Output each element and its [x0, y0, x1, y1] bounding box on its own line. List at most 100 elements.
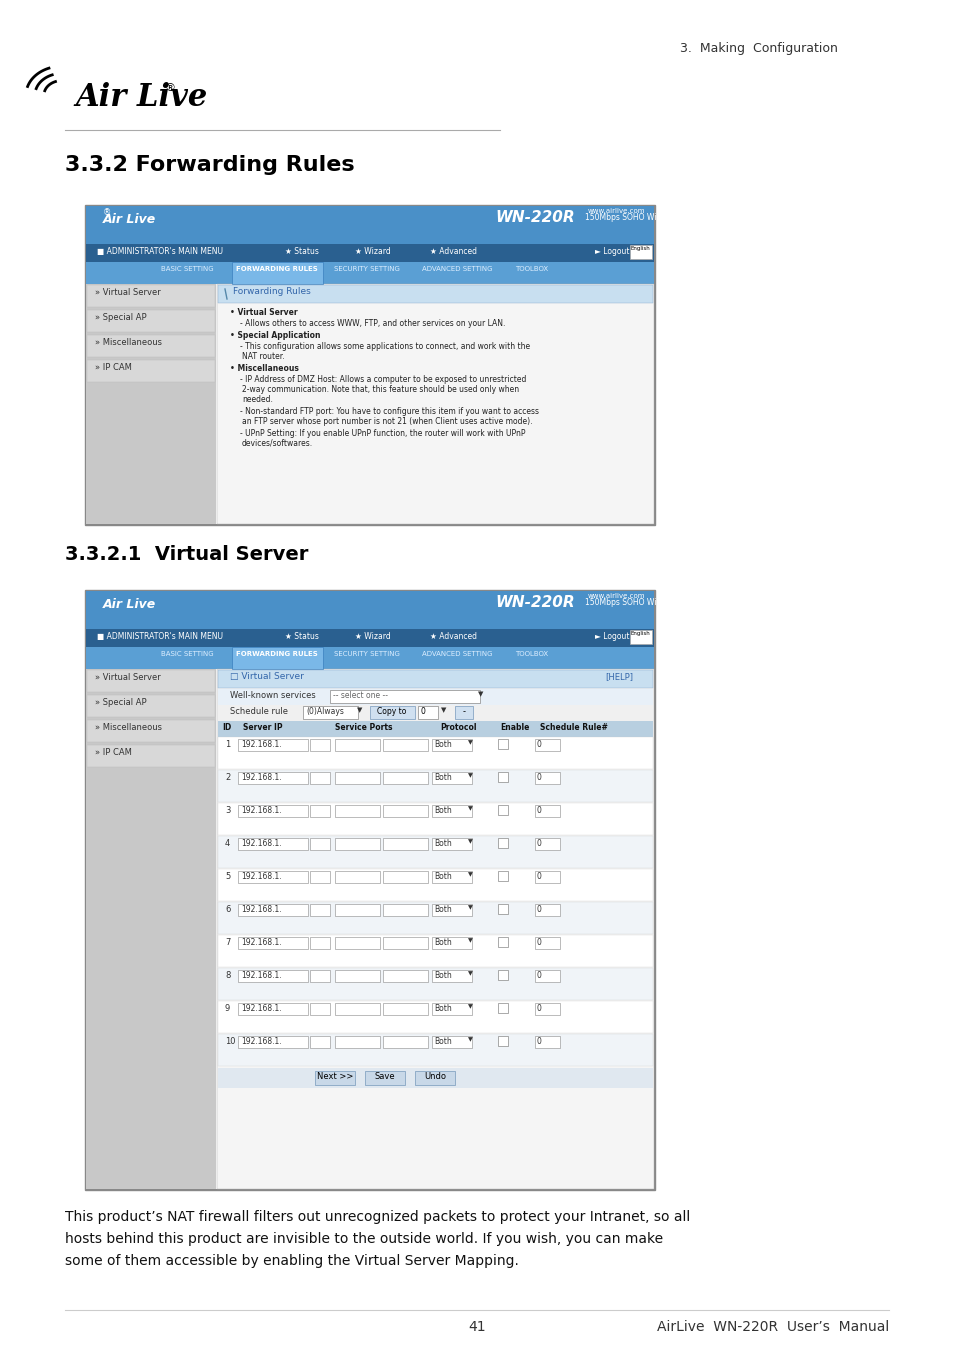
Text: - Allows others to access WWW, FTP, and other services on your LAN.: - Allows others to access WWW, FTP, and …	[240, 319, 505, 328]
Text: www.airlive.com: www.airlive.com	[587, 593, 644, 599]
Text: 192.168.1.: 192.168.1.	[241, 1004, 281, 1012]
Bar	[218, 803, 652, 836]
Bar	[497, 1003, 507, 1012]
Text: Schedule Rule#: Schedule Rule#	[539, 724, 607, 732]
Text: SECURITY SETTING: SECURITY SETTING	[334, 651, 399, 657]
Bar	[497, 871, 507, 882]
Text: BASIC SETTING: BASIC SETTING	[160, 651, 213, 657]
Text: Both: Both	[434, 774, 452, 782]
Text: 8: 8	[225, 971, 230, 980]
Text: ADVANCED SETTING: ADVANCED SETTING	[421, 266, 492, 271]
Bar	[310, 738, 330, 751]
Bar	[87, 745, 214, 767]
Bar	[432, 1035, 472, 1048]
Text: TOOLBOX: TOOLBOX	[515, 266, 548, 271]
Text: 192.168.1.: 192.168.1.	[241, 1037, 281, 1046]
Bar	[218, 836, 652, 868]
Bar	[237, 971, 308, 981]
Bar	[497, 805, 507, 815]
Bar	[335, 772, 379, 784]
Text: » Miscellaneous: » Miscellaneous	[95, 724, 162, 732]
Text: ► Logout: ► Logout	[595, 632, 629, 641]
Bar	[237, 1003, 308, 1015]
Bar	[535, 871, 559, 883]
Text: devices/softwares.: devices/softwares.	[242, 439, 313, 448]
Bar	[303, 706, 357, 720]
Bar	[432, 871, 472, 883]
Text: AirLive  WN-220R  User’s  Manual: AirLive WN-220R User’s Manual	[656, 1320, 888, 1334]
Text: - IP Address of DMZ Host: Allows a computer to be exposed to unrestricted: - IP Address of DMZ Host: Allows a compu…	[240, 375, 526, 383]
Text: 192.168.1.: 192.168.1.	[241, 938, 281, 946]
Text: ▼: ▼	[468, 938, 473, 944]
Text: Protocol: Protocol	[439, 724, 476, 732]
Bar	[218, 1034, 652, 1066]
Text: 0: 0	[537, 872, 541, 882]
Bar	[335, 1003, 379, 1015]
Bar	[629, 630, 651, 644]
Text: Both: Both	[434, 1037, 452, 1046]
Text: an FTP server whose port number is not 21 (when Client uses active mode).: an FTP server whose port number is not 2…	[242, 417, 532, 427]
Bar	[382, 772, 428, 784]
Text: ®: ®	[103, 208, 112, 217]
Bar	[382, 904, 428, 917]
Bar	[86, 207, 654, 244]
Bar	[535, 971, 559, 981]
Bar	[432, 805, 472, 817]
Text: This product’s NAT firewall filters out unrecognized packets to protect your Int: This product’s NAT firewall filters out …	[65, 1210, 690, 1224]
Text: Undo: Undo	[423, 1072, 446, 1081]
Text: 150Mbps SOHO Wireless Router: 150Mbps SOHO Wireless Router	[584, 598, 706, 608]
Bar	[218, 737, 652, 769]
Text: 2-way communication. Note that, this feature should be used only when: 2-way communication. Note that, this fea…	[242, 385, 518, 394]
Text: ADVANCED SETTING: ADVANCED SETTING	[421, 651, 492, 657]
Text: » Virtual Server: » Virtual Server	[95, 674, 161, 682]
Bar	[417, 706, 437, 720]
Bar	[335, 971, 379, 981]
Text: 3.  Making  Configuration: 3. Making Configuration	[679, 42, 837, 55]
Bar	[535, 904, 559, 917]
Bar	[535, 937, 559, 949]
Text: 192.168.1.: 192.168.1.	[241, 872, 281, 882]
Text: ID: ID	[222, 724, 231, 732]
Text: ▼: ▼	[468, 904, 473, 910]
Bar	[218, 285, 652, 302]
Bar	[310, 1003, 330, 1015]
Bar	[310, 871, 330, 883]
Text: English: English	[630, 246, 650, 251]
Text: Forwarding Rules: Forwarding Rules	[233, 288, 311, 296]
Text: 192.168.1.: 192.168.1.	[241, 774, 281, 782]
Text: English: English	[630, 630, 650, 636]
Bar	[86, 262, 654, 284]
Bar	[87, 720, 214, 743]
Text: ■ ADMINISTRATOR's MAIN MENU: ■ ADMINISTRATOR's MAIN MENU	[97, 247, 223, 256]
Text: FORWARDING RULES: FORWARDING RULES	[236, 651, 317, 657]
Text: BASIC SETTING: BASIC SETTING	[160, 266, 213, 271]
Bar	[497, 738, 507, 749]
Text: ▼: ▼	[468, 774, 473, 778]
Text: 4: 4	[225, 838, 230, 848]
Text: □ Virtual Server: □ Virtual Server	[230, 672, 304, 680]
Bar	[310, 1035, 330, 1048]
Bar	[497, 772, 507, 782]
Text: -- select one --: -- select one --	[333, 691, 388, 701]
Bar	[310, 838, 330, 850]
Text: 192.168.1.: 192.168.1.	[241, 740, 281, 749]
Text: 192.168.1.: 192.168.1.	[241, 904, 281, 914]
Text: Schedule rule: Schedule rule	[230, 707, 288, 716]
Text: 192.168.1.: 192.168.1.	[241, 806, 281, 815]
Text: Both: Both	[434, 806, 452, 815]
Text: 150Mbps SOHO Wireless Router: 150Mbps SOHO Wireless Router	[584, 213, 706, 221]
Text: Copy to: Copy to	[377, 707, 406, 716]
Text: [HELP]: [HELP]	[604, 672, 633, 680]
Text: 2: 2	[225, 774, 230, 782]
Bar	[382, 738, 428, 751]
Text: TOOLBOX: TOOLBOX	[515, 651, 548, 657]
Bar	[382, 1003, 428, 1015]
Bar	[87, 310, 214, 332]
Text: Both: Both	[434, 971, 452, 980]
Text: - Non-standard FTP port: You have to configure this item if you want to access: - Non-standard FTP port: You have to con…	[240, 406, 538, 416]
Bar	[86, 629, 654, 647]
Text: (0)Always: (0)Always	[306, 707, 343, 716]
Text: 0: 0	[537, 971, 541, 980]
Bar	[382, 805, 428, 817]
Text: 7: 7	[225, 938, 230, 946]
